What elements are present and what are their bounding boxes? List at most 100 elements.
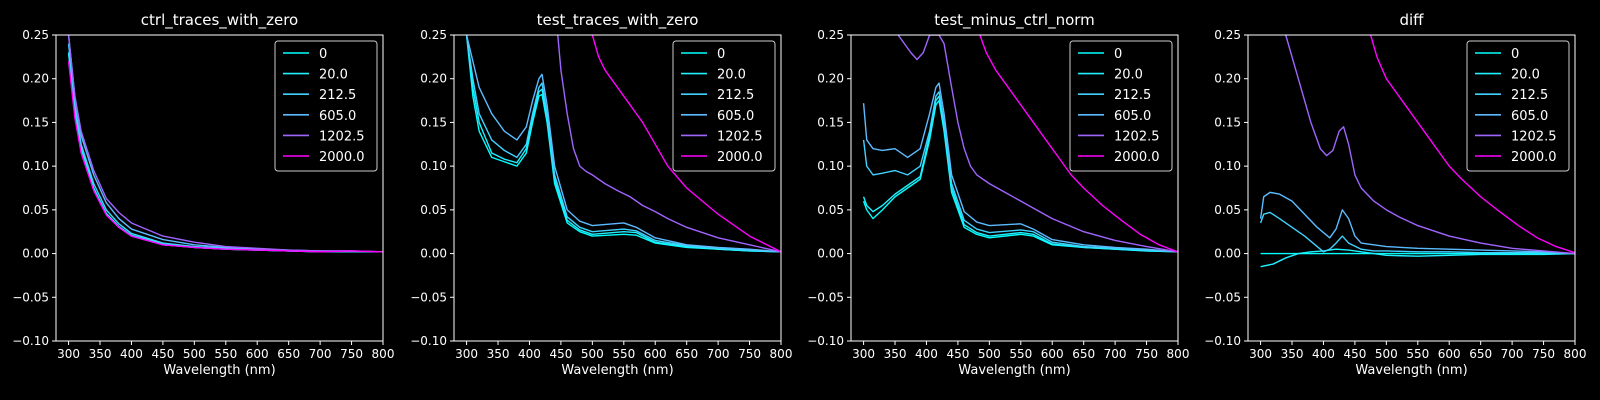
y-tick-label: 0.15	[22, 115, 49, 129]
series-line-20.0	[1260, 248, 1575, 268]
y-tick-label: 0.25	[22, 28, 49, 42]
x-tick-label: 650	[675, 347, 698, 361]
x-tick-label: 650	[277, 347, 300, 361]
y-tick-label: −0.05	[1204, 290, 1241, 304]
y-tick-label: −0.10	[410, 334, 447, 348]
x-tick-label: 500	[183, 347, 206, 361]
x-tick-label: 750	[340, 347, 363, 361]
chart-title: ctrl_traces_with_zero	[141, 11, 298, 30]
legend: 0 20.0 212.5 605.0 1202.5 2000.0	[1069, 40, 1173, 172]
y-tick-label: 0.20	[22, 72, 49, 86]
y-tick-label: 0.10	[22, 159, 49, 173]
legend-label: 0	[1114, 47, 1122, 62]
x-axis-label: Wavelength (nm)	[1355, 363, 1467, 378]
series-line-212.5	[862, 91, 1178, 253]
y-tick-label: 0.10	[817, 159, 844, 173]
y-tick-label: 0.10	[1214, 159, 1241, 173]
legend-label: 605.0	[717, 109, 754, 124]
x-tick-label: 450	[946, 347, 969, 361]
y-tick-label: 0.00	[817, 247, 844, 261]
x-tick-label: 600	[246, 347, 269, 361]
y-tick-label: −0.05	[807, 290, 844, 304]
legend-label: 212.5	[1511, 88, 1548, 103]
x-tick-label: 500	[581, 347, 604, 361]
legend-label: 20.0	[1114, 68, 1143, 83]
legend-label: 605.0	[1511, 109, 1548, 124]
x-tick-label: 650	[1072, 347, 1095, 361]
x-tick-label: 450	[549, 347, 572, 361]
y-tick-label: −0.05	[410, 290, 447, 304]
x-tick-label: 300	[57, 347, 80, 361]
y-tick-label: 0.20	[817, 72, 844, 86]
x-tick-label: 750	[738, 347, 761, 361]
chart-title: test_traces_with_zero	[537, 11, 699, 30]
series-line-1202.5	[67, 35, 383, 253]
chart-panel-0: 300 350 400 450 500 550 600 650 700 750 800 −0.10 −0…	[12, 11, 394, 378]
x-tick-label: 550	[1406, 347, 1429, 361]
x-tick-label: 300	[455, 347, 478, 361]
axes-frame	[850, 34, 1179, 342]
x-tick-label: 700	[309, 347, 332, 361]
x-tick-label: 300	[1249, 347, 1272, 361]
series-line-605.0	[1259, 191, 1575, 255]
legend-label: 0	[319, 47, 327, 62]
legend-label: 2000.0	[319, 150, 365, 165]
x-tick-label: 550	[612, 347, 635, 361]
series-group	[862, 35, 1178, 253]
series-line-605.0	[862, 82, 1178, 253]
x-axis-label: Wavelength (nm)	[958, 363, 1070, 378]
y-tick-label: 0.25	[1214, 28, 1241, 42]
y-tick-label: 0.20	[420, 72, 447, 86]
x-tick-label: 800	[372, 347, 395, 361]
x-tick-label: 650	[1469, 347, 1492, 361]
x-tick-label: 700	[1104, 347, 1127, 361]
chart-panel-2: 300 350 400 450 500 550 600 650 700 750 800 −0.10 −0…	[807, 11, 1189, 378]
series-line-605.0	[465, 35, 781, 253]
y-tick-label: −0.05	[12, 290, 49, 304]
series-line-212.5	[1259, 211, 1575, 255]
y-tick-label: 0.10	[420, 159, 447, 173]
x-tick-label: 800	[770, 347, 793, 361]
y-tick-label: 0.15	[1214, 115, 1241, 129]
legend-label: 2000.0	[717, 150, 763, 165]
series-group	[465, 35, 781, 253]
legend-label: 212.5	[1114, 88, 1151, 103]
chart-title: diff	[1399, 11, 1424, 29]
y-tick-label: 0.00	[1214, 247, 1241, 261]
x-tick-label: 450	[1343, 347, 1366, 361]
legend-label: 0	[1511, 47, 1519, 62]
x-tick-label: 800	[1167, 347, 1190, 361]
y-tick-label: 0.20	[1214, 72, 1241, 86]
x-tick-label: 600	[644, 347, 667, 361]
legend: 0 20.0 212.5 605.0 1202.5 2000.0	[1466, 40, 1570, 172]
x-tick-label: 350	[884, 347, 907, 361]
series-line-1202.5	[557, 35, 781, 253]
series-group	[1259, 35, 1575, 268]
legend-label: 20.0	[319, 68, 348, 83]
x-tick-label: 500	[978, 347, 1001, 361]
y-tick-label: −0.10	[12, 334, 49, 348]
x-tick-label: 550	[214, 347, 237, 361]
chart-panel-3: 300 350 400 450 500 550 600 650 700 750 800 −0.10 −0…	[1204, 11, 1586, 378]
series-line-212.5	[465, 35, 781, 253]
x-tick-label: 350	[487, 347, 510, 361]
y-tick-label: 0.05	[1214, 203, 1241, 217]
x-tick-label: 400	[915, 347, 938, 361]
legend-label: 1202.5	[319, 129, 365, 144]
y-tick-label: 0.05	[22, 203, 49, 217]
series-line-2000.0	[1369, 35, 1575, 254]
y-tick-label: −0.10	[1204, 334, 1241, 348]
legend-label: 2000.0	[1114, 150, 1160, 165]
legend-label: 212.5	[717, 88, 754, 103]
x-tick-label: 350	[1281, 347, 1304, 361]
x-axis-label: Wavelength (nm)	[561, 363, 673, 378]
axes-frame	[453, 34, 782, 342]
x-tick-label: 400	[1312, 347, 1335, 361]
y-tick-label: 0.05	[420, 203, 447, 217]
legend-label: 1202.5	[717, 129, 763, 144]
x-tick-label: 400	[518, 347, 541, 361]
legend-label: 1202.5	[1511, 129, 1557, 144]
y-tick-label: 0.05	[817, 203, 844, 217]
y-tick-label: 0.15	[817, 115, 844, 129]
series-line-2000.0	[67, 61, 383, 253]
